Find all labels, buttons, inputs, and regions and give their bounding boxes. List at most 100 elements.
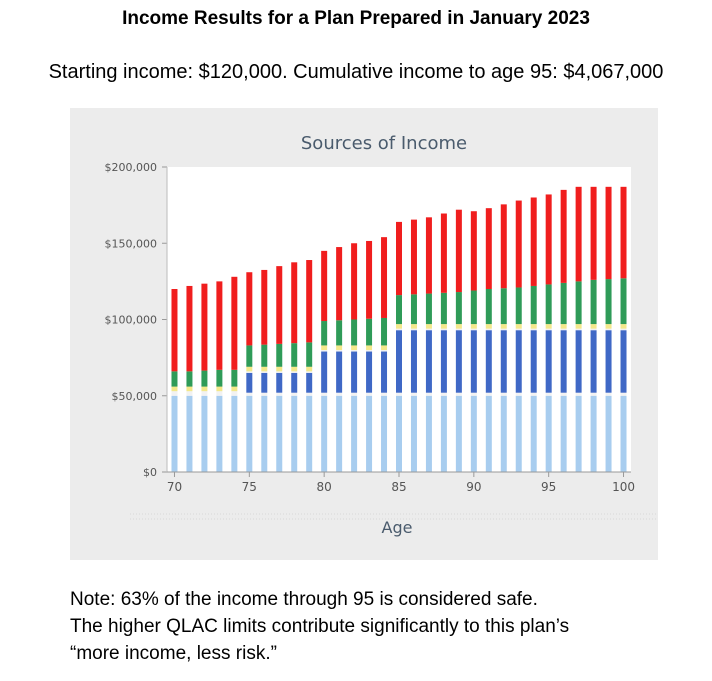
bar-segment (231, 391, 238, 393)
bar-segment (336, 392, 343, 396)
bar-segment (515, 395, 522, 472)
bar-segment (455, 209, 462, 293)
bar-segment (605, 330, 612, 393)
bar-segment (410, 330, 417, 393)
bar-segment (201, 283, 208, 371)
bar-segment (351, 243, 358, 320)
bar-segment (575, 186, 582, 282)
bar-segment (530, 285, 537, 325)
bar-segment (545, 324, 552, 329)
bar-segment (620, 328, 627, 331)
bar-segment (560, 324, 567, 329)
bar-segment (276, 266, 283, 344)
bar-segment (231, 392, 238, 396)
bar-segment (455, 395, 462, 472)
bar-segment (291, 371, 298, 373)
bar-segment (500, 392, 507, 396)
bar-segment (425, 395, 432, 472)
bar-segment (605, 395, 612, 472)
bar-segment (171, 391, 178, 393)
bar-segment (261, 366, 268, 372)
bar-segment (261, 372, 268, 393)
bar-segment (186, 395, 193, 472)
bar-segment (171, 371, 178, 387)
bar-segment (530, 392, 537, 396)
bar-segment (366, 395, 373, 472)
bar-segment (455, 328, 462, 331)
bar-segment (425, 330, 432, 393)
bar-segment (201, 370, 208, 387)
bar-segment (485, 208, 492, 289)
bar-segment (605, 328, 612, 331)
bar-segment (470, 395, 477, 472)
bar-segment (440, 392, 447, 396)
bar-segment (396, 392, 402, 396)
x-tick-label: 70 (167, 480, 182, 494)
bar-segment (381, 351, 388, 393)
bar-segment (575, 324, 582, 329)
bar-segment (231, 386, 238, 392)
x-tick-label: 90 (466, 480, 481, 494)
bar-segment (351, 392, 358, 396)
bar-segment (306, 366, 313, 372)
bar-segment (530, 330, 537, 393)
bar-segment (605, 324, 612, 329)
bar-segment (620, 324, 627, 329)
bar-segment (485, 324, 492, 329)
bar-segment (216, 369, 223, 387)
bar-segment (261, 269, 268, 345)
bar-segment (366, 318, 373, 346)
bar-stack-group (171, 186, 627, 472)
bar-segment (470, 324, 477, 329)
bar-segment (530, 328, 537, 331)
bar-segment (276, 343, 283, 367)
bar-segment (291, 343, 298, 367)
bar-segment (201, 395, 208, 472)
bar-segment (366, 350, 373, 352)
bar-segment (246, 371, 253, 373)
bar-segment (530, 324, 537, 329)
bar-segment (530, 197, 537, 286)
bar-segment (231, 276, 238, 370)
bar-segment (455, 330, 462, 393)
bar-segment (605, 186, 612, 280)
bar-segment (246, 366, 253, 372)
bar-segment (515, 200, 522, 288)
bar-segment (410, 324, 417, 329)
bar-segment (366, 392, 373, 396)
bar-segment (575, 395, 582, 472)
bar-segment (246, 272, 253, 346)
bar-segment (261, 371, 268, 373)
bar-segment (515, 287, 522, 325)
bar-segment (440, 328, 447, 331)
bar-segment (291, 395, 298, 472)
bar-segment (560, 395, 567, 472)
bar-segment (575, 392, 582, 396)
page-subtitle: Starting income: $120,000. Cumulative in… (48, 61, 664, 83)
x-tick-label: 85 (391, 480, 406, 494)
bar-segment (186, 386, 193, 392)
bar-segment (575, 330, 582, 393)
bar-segment (455, 292, 462, 325)
bar-segment (246, 345, 253, 367)
bar-segment (455, 392, 462, 396)
bar-segment (216, 391, 223, 393)
bar-segment (261, 392, 268, 396)
bar-segment (336, 345, 343, 350)
bar-segment (485, 330, 492, 393)
bar-segment (470, 330, 477, 393)
y-tick-label: $150,000 (105, 237, 158, 250)
bar-segment (276, 372, 283, 393)
bar-segment (291, 372, 298, 393)
note-line: Note: 63% of the income through 95 is co… (70, 589, 538, 610)
x-tick-label: 80 (317, 480, 332, 494)
y-tick-label: $200,000 (105, 161, 158, 174)
bar-segment (560, 189, 567, 283)
bar-segment (485, 289, 492, 325)
bar-segment (425, 324, 432, 329)
bar-segment (620, 278, 627, 325)
bar-segment (261, 395, 268, 472)
bar-segment (381, 317, 388, 346)
bar-segment (410, 219, 417, 295)
bar-segment (216, 281, 223, 370)
